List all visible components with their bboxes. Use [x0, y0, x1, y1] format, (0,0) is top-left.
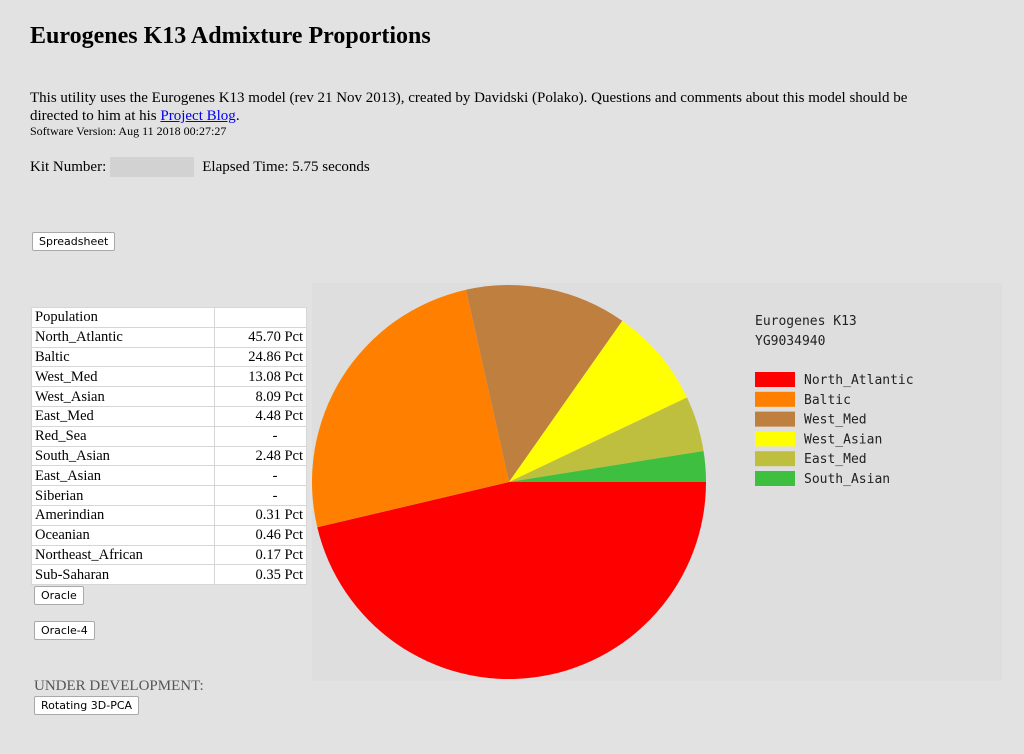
table-header-population: Population [31, 307, 215, 328]
table-header-row: Population [31, 307, 307, 328]
table-row: Oceanian 0.46 Pct [31, 524, 307, 546]
legend-swatch [755, 372, 795, 387]
pie-slice-west-asian [509, 320, 687, 482]
legend-label: West_Med [804, 413, 867, 428]
chart-subtitle: YG9034940 [755, 334, 825, 349]
population-value: 45.70 Pct [214, 326, 307, 348]
pie-slice-west-med [465, 284, 623, 482]
table-row: Sub-Saharan 0.35 Pct [31, 564, 307, 586]
population-name: West_Med [31, 366, 215, 388]
legend-swatch [755, 391, 795, 407]
legend-swatch [755, 431, 795, 447]
intro-text-before: This utility uses the Eurogenes K13 mode… [30, 90, 908, 124]
table-row: Northeast_African 0.17 Pct [31, 544, 307, 566]
legend-swatch [755, 451, 795, 467]
kit-number-redacted [110, 157, 195, 177]
legend-swatch [755, 471, 795, 486]
population-name: Northeast_African [31, 544, 215, 566]
legend-label: East_Med [804, 452, 867, 467]
population-name: East_Med [31, 405, 215, 427]
legend-swatch [755, 411, 795, 427]
pie-chart: Eurogenes K13 YG9034940 North_Atlantic Ba… [311, 284, 914, 680]
table-header-empty [214, 307, 307, 328]
population-value: 24.86 Pct [214, 346, 307, 368]
chart-title: Eurogenes K13 [755, 314, 857, 329]
table-row: East_Asian - [31, 465, 307, 487]
pie-slice-east-med [509, 397, 704, 482]
population-table: Population North_Atlantic 45.70 Pct Baltic… [31, 307, 307, 586]
spreadsheet-button[interactable]: Spreadsheet [32, 232, 116, 251]
oracle-button[interactable]: Oracle [34, 586, 84, 605]
population-name: West_Asian [31, 386, 215, 407]
table-row: South_Asian 2.48 Pct [31, 445, 307, 467]
population-value: 4.48 Pct [214, 405, 307, 427]
table-row: East_Med 4.48 Pct [31, 405, 307, 427]
population-name: Amerindian [31, 504, 215, 526]
table-row: Siberian - [31, 485, 307, 506]
population-name: Sub-Saharan [31, 564, 215, 586]
oracle4-button[interactable]: Oracle-4 [34, 621, 95, 640]
pie-slice-north-atlantic [317, 482, 706, 680]
page-title: Eurogenes K13 Admixture Proportions [30, 23, 431, 49]
pie-slice-baltic [311, 289, 509, 528]
legend-label: North_Atlantic [804, 373, 914, 388]
table-row: Red_Sea - [31, 425, 307, 447]
population-value: 0.46 Pct [214, 524, 307, 546]
population-name: Baltic [31, 346, 215, 368]
population-name: South_Asian [31, 445, 215, 467]
intro-text: This utility uses the Eurogenes K13 mode… [30, 89, 910, 125]
table-row: Amerindian 0.31 Pct [31, 504, 307, 526]
legend-label: West_Asian [804, 432, 882, 447]
legend-label: Baltic [804, 393, 851, 408]
table-row: Baltic 24.86 Pct [31, 346, 307, 368]
population-name: North_Atlantic [31, 326, 215, 348]
population-value: 0.31 Pct [214, 504, 307, 526]
legend-label: South_Asian [804, 472, 890, 487]
software-version: Software Version: Aug 11 2018 00:27:27 [30, 124, 227, 138]
population-value: 0.17 Pct [214, 544, 307, 566]
intro-text-after: . [235, 108, 240, 124]
population-value: - [214, 425, 307, 447]
population-value: 8.09 Pct [214, 386, 307, 407]
population-value: - [214, 465, 307, 487]
table-row: West_Med 13.08 Pct [31, 366, 307, 388]
population-name: Siberian [31, 485, 215, 506]
table-row: North_Atlantic 45.70 Pct [31, 326, 307, 348]
chart-panel: Eurogenes K13 YG9034940 North_Atlantic Ba… [311, 283, 1002, 681]
rotating-3d-pca-button[interactable]: Rotating 3D-PCA [34, 696, 140, 715]
population-value: 13.08 Pct [214, 366, 307, 388]
population-value: 0.35 Pct [214, 564, 307, 586]
project-blog-link[interactable]: Project Blog [160, 108, 236, 124]
pie-slices [311, 284, 706, 680]
elapsed-time: Elapsed Time: 5.75 seconds [202, 159, 370, 175]
pie-slice-south-asian [509, 451, 706, 482]
table-row: West_Asian 8.09 Pct [31, 386, 307, 407]
under-development-label: UNDER DEVELOPMENT: [34, 678, 204, 694]
population-name: East_Asian [31, 465, 215, 487]
kit-label: Kit Number: [30, 159, 107, 175]
population-name: Oceanian [31, 524, 215, 546]
population-value: - [214, 485, 307, 506]
population-name: Red_Sea [31, 425, 215, 447]
chart-legend: North_Atlantic Baltic West_Med West_Asian Ea… [755, 372, 914, 487]
kit-row: Kit Number: Elapsed Time: 5.75 seconds [30, 157, 370, 177]
population-value: 2.48 Pct [214, 445, 307, 467]
